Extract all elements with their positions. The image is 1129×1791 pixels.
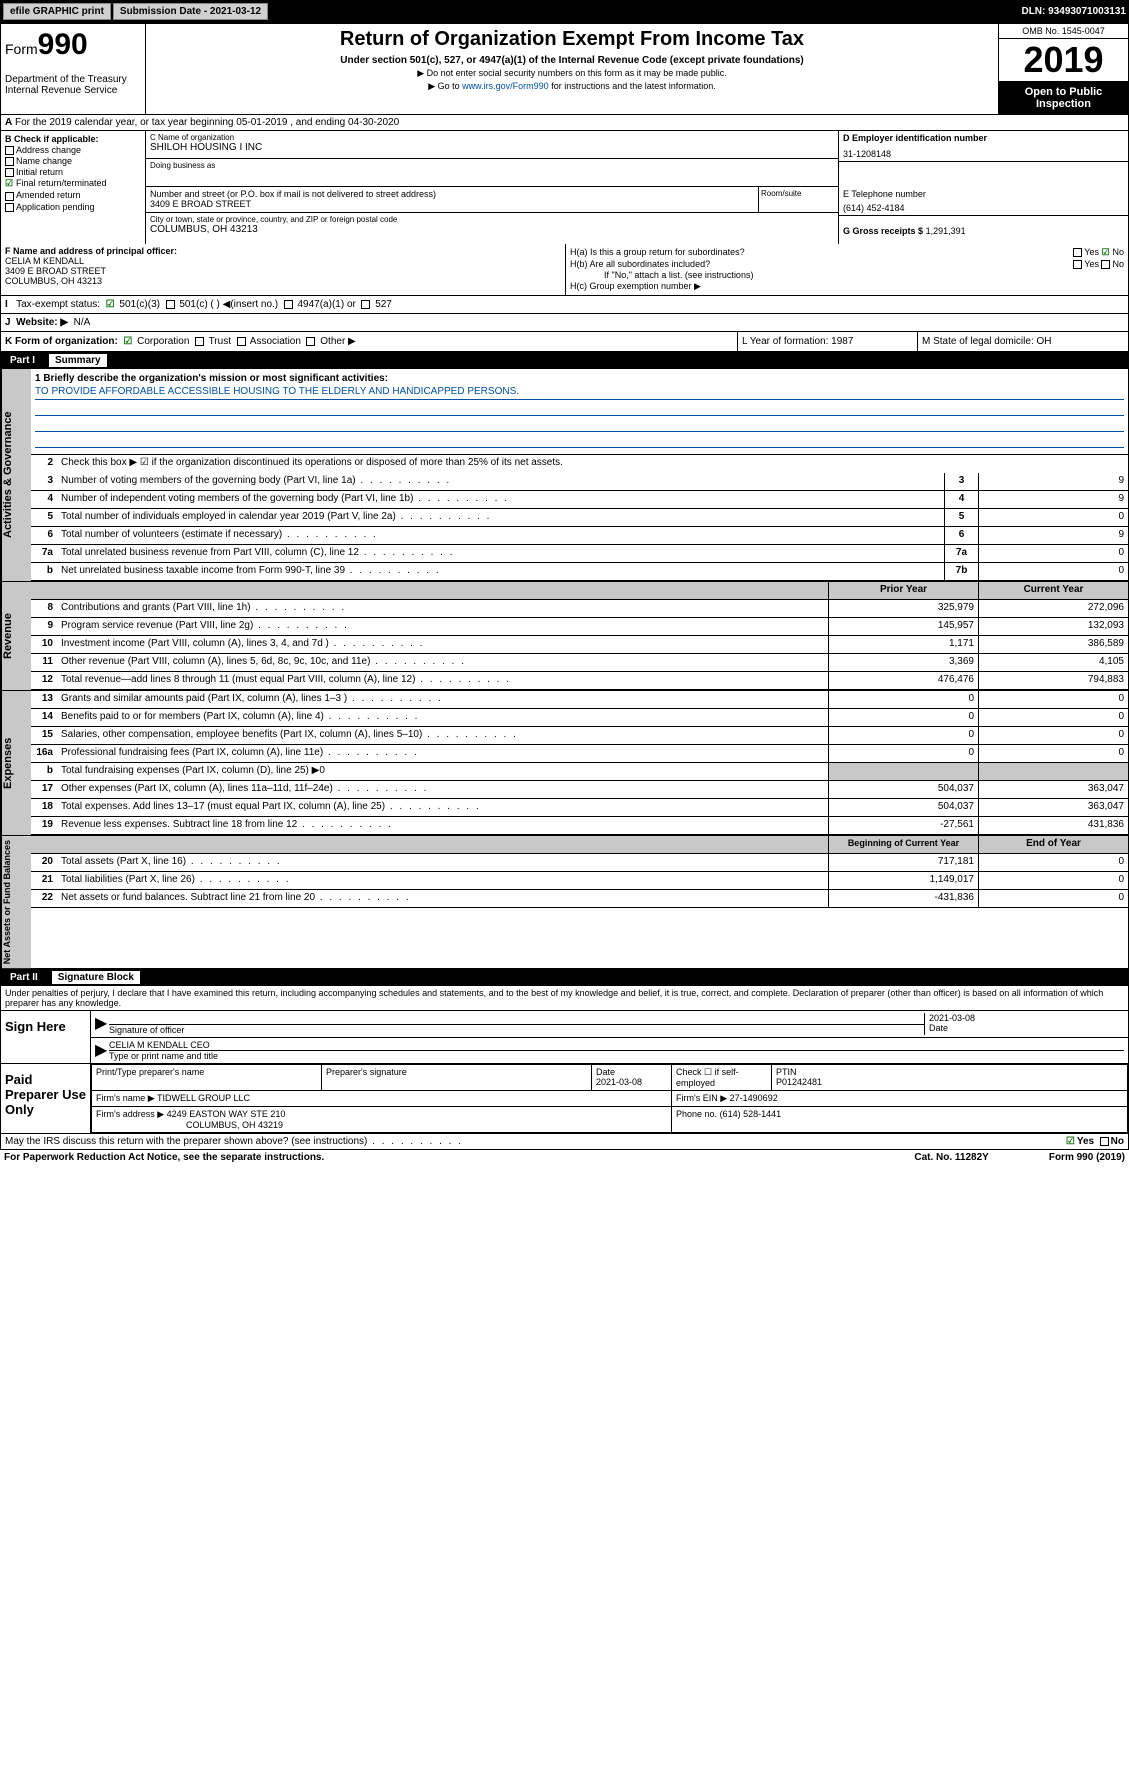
submission-date: Submission Date - 2021-03-12: [113, 3, 268, 20]
summary-rev: Revenue Prior YearCurrent Year 8Contribu…: [0, 582, 1129, 691]
dln: DLN: 93493071003131: [1021, 6, 1126, 17]
footer-bottom: For Paperwork Reduction Act Notice, see …: [0, 1150, 1129, 1165]
efile-btn[interactable]: efile GRAPHIC print: [3, 3, 111, 20]
block-bcdefg: B Check if applicable: Address change Na…: [0, 131, 1129, 244]
summary-exp: Expenses 13Grants and similar amounts pa…: [0, 691, 1129, 836]
header-right: OMB No. 1545-0047 2019 Open to Public In…: [998, 24, 1128, 114]
header-left: Form990 Department of the Treasury Inter…: [1, 24, 146, 114]
row-a: A For the 2019 calendar year, or tax yea…: [0, 115, 1129, 131]
form-header: Form990 Department of the Treasury Inter…: [0, 23, 1129, 115]
col-cd: C Name of organizationSHILOH HOUSING I I…: [146, 131, 1128, 244]
col-f: F Name and address of principal officer:…: [1, 244, 566, 295]
irs-link[interactable]: www.irs.gov/Form990: [462, 81, 549, 91]
preparer-table: Print/Type preparer's name Preparer's si…: [91, 1064, 1128, 1133]
row-j: J Website: ▶ N/A: [1, 314, 1128, 331]
omb: OMB No. 1545-0047: [999, 24, 1128, 39]
sec-fh: F Name and address of principal officer:…: [0, 244, 1129, 296]
summary-net: Net Assets or Fund Balances Beginning of…: [0, 836, 1129, 969]
signature-block: Under penalties of perjury, I declare th…: [0, 986, 1129, 1134]
top-bar: efile GRAPHIC print Submission Date - 20…: [0, 0, 1129, 23]
dept: Department of the Treasury Internal Reve…: [5, 74, 141, 96]
check-icon: ☑: [5, 178, 16, 189]
summary-gov: Activities & Governance 1 Briefly descri…: [0, 369, 1129, 582]
part1-header: Part I Summary: [0, 352, 1129, 369]
tax-year: 2019: [999, 39, 1128, 82]
row-k: K Form of organization: ☑ Corporation Tr…: [0, 332, 1129, 352]
sec-ij: I Tax-exempt status: ☑ 501(c)(3) 501(c) …: [0, 296, 1129, 332]
col-b: B Check if applicable: Address change Na…: [1, 131, 146, 244]
q1: 1 Briefly describe the organization's mi…: [31, 369, 1128, 455]
open-public: Open to Public Inspection: [999, 82, 1128, 114]
col-h: H(a) Is this a group return for subordin…: [566, 244, 1128, 295]
row-i: I Tax-exempt status: ☑ 501(c)(3) 501(c) …: [1, 296, 1128, 314]
part2-header: Part II Signature Block: [0, 969, 1129, 986]
form-title: Return of Organization Exempt From Incom…: [150, 28, 994, 51]
footer-discuss: May the IRS discuss this return with the…: [0, 1134, 1129, 1150]
header-mid: Return of Organization Exempt From Incom…: [146, 24, 998, 114]
